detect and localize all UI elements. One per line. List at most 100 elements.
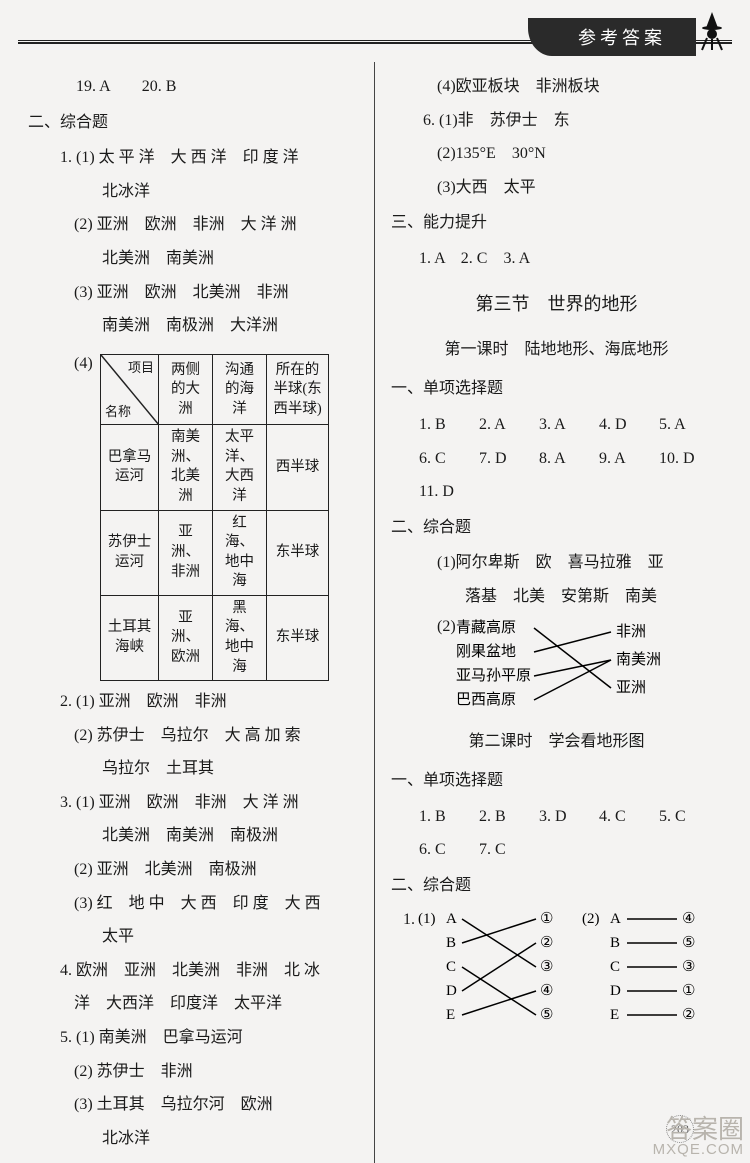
match-l3: 巴西高原 (456, 691, 516, 708)
q3-3b: 太平 (28, 922, 364, 952)
zh1-1: (1)阿尔卑斯 欧 喜马拉雅 亚 (391, 548, 722, 578)
mc-item: 7. C (479, 835, 539, 865)
cell: 东半球 (267, 595, 329, 680)
match-r0: 非洲 (616, 623, 646, 640)
zh2-heading: 二、综合题 (391, 871, 722, 901)
q1-3: (3) 亚洲 欧洲 北美洲 非洲 (28, 278, 364, 308)
q3-1: 3. (1) 亚洲 欧洲 非洲 大 洋 洲 (28, 788, 364, 818)
lesson-1-title: 第一课时 陆地地形、海底地形 (391, 335, 722, 365)
q5-3: (3) 土耳其 乌拉尔河 欧洲 (28, 1090, 364, 1120)
q2-2: (2) 苏伊士 乌拉尔 大 高 加 索 (28, 721, 364, 751)
svg-text:D: D (610, 983, 621, 999)
m2r1: ② (540, 935, 553, 951)
cell: 东半球 (267, 510, 329, 595)
matching-diagram-2a: (1) A B C D E ① ② ③ ④ ⑤ (418, 909, 578, 1034)
mc-item: 2. B (479, 802, 539, 832)
table-row: 土耳其海峡 亚洲、欧洲 黑海、地中海 东半球 (101, 595, 329, 680)
cell: 亚洲、欧洲 (159, 595, 213, 680)
zh2-qnum: 1. (403, 907, 418, 929)
mc2-row2: 6. C 7. C (391, 835, 722, 865)
p1: (1) (418, 911, 436, 927)
mc1-row1: 1. B 2. A 3. A 4. D 5. A (391, 410, 722, 440)
m2r3: ④ (540, 983, 553, 999)
mc-item: 6. C (419, 444, 479, 474)
th-3: 沟通的海洋 (213, 355, 267, 425)
m2r2: ③ (540, 959, 553, 975)
mc-item: 2. A (479, 410, 539, 440)
mc-item: 8. A (539, 444, 599, 474)
q2-1: 2. (1) 亚洲 欧洲 非洲 (28, 687, 364, 717)
cell: 西半球 (267, 425, 329, 510)
sec3-heading: 三、能力提升 (391, 208, 722, 238)
table-row: 巴拿马运河 南美洲、北美洲 太平洋、大西洋 西半球 (101, 425, 329, 510)
m2r4: ⑤ (540, 1007, 553, 1023)
q5-1: 5. (1) 南美洲 巴拿马运河 (28, 1023, 364, 1053)
mc1-heading: 一、单项选择题 (391, 374, 722, 404)
q4: 4. 欧洲 亚洲 北美洲 非洲 北 冰 (28, 956, 364, 986)
mc-item: 3. A (539, 410, 599, 440)
cell: 南美洲、北美洲 (159, 425, 213, 510)
mc-item: 4. C (599, 802, 659, 832)
th-2: 两侧的大洲 (159, 355, 213, 425)
q5-2: (2) 苏伊士 非洲 (28, 1057, 364, 1087)
mc-item: 6. C (419, 835, 479, 865)
mc-item: 3. D (539, 802, 599, 832)
q3-3: (3) 红 地 中 大 西 印 度 大 西 (28, 889, 364, 919)
mc-item: 5. A (659, 410, 719, 440)
m2b0: ④ (682, 911, 695, 927)
q4b: 洋 大西洋 印度洋 太平洋 (28, 989, 364, 1019)
cell: 太平洋、大西洋 (213, 425, 267, 510)
section-3-title: 第三节 世界的地形 (391, 288, 722, 321)
m2b1: ⑤ (682, 935, 695, 951)
page-container: 参考答案 19. A 20. B 二、综合题 1. (1) 太 平 洋 大 西 … (0, 0, 750, 1163)
p2: (2) (582, 911, 600, 927)
mc2-heading: 一、单项选择题 (391, 766, 722, 796)
svg-text:A: A (610, 911, 621, 927)
match-r2: 亚洲 (616, 680, 646, 696)
r-top-4: (3)大西 太平 (391, 173, 722, 203)
header-banner: 参考答案 (528, 18, 696, 56)
q1-2b: 北美洲 南美洲 (28, 244, 364, 274)
zh1-heading: 二、综合题 (391, 513, 722, 543)
sec3-answers: 1. A 2. C 3. A (391, 244, 722, 274)
mc-item: 11. D (419, 477, 479, 507)
m2l3: D (446, 983, 457, 999)
mc-tail: 19. A 20. B (28, 72, 364, 102)
q5-3b: 北冰洋 (28, 1124, 364, 1154)
mc-item: 7. D (479, 444, 539, 474)
q3-2: (2) 亚洲 北美洲 南极洲 (28, 855, 364, 885)
table-row: 苏伊士运河 亚洲、非洲 红海、地中海 东半球 (101, 510, 329, 595)
match-l1: 刚果盆地 (456, 643, 516, 660)
svg-text:C: C (610, 959, 620, 975)
th-4: 所在的半球(东西半球) (267, 355, 329, 425)
watermark-big: 答案圈 (653, 1116, 744, 1142)
cell: 红海、地中海 (213, 510, 267, 595)
strait-table: 项目 名称 两侧的大洲 沟通的海洋 所在的半球(东西半球) 巴拿马运河 南美洲、… (100, 354, 329, 681)
diag-top: 项目 (128, 359, 154, 377)
mc-item: 1. B (419, 802, 479, 832)
cell: 巴拿马运河 (101, 425, 159, 510)
watermark-small: MXQE.COM (653, 1142, 744, 1157)
right-column: (4)欧亚板块 非洲板块 6. (1)非 苏伊士 东 (2)135°E 30°N… (375, 62, 732, 1163)
q1-3b: 南美洲 南极洲 大洋洲 (28, 311, 364, 341)
left-column: 19. A 20. B 二、综合题 1. (1) 太 平 洋 大 西 洋 印 度… (18, 62, 375, 1163)
cell: 亚洲、非洲 (159, 510, 213, 595)
matching-diagram-2b: (2) A④ B⑤ C③ D① E② (582, 909, 722, 1034)
mc-item: 5. C (659, 802, 719, 832)
lesson-2-title: 第二课时 学会看地形图 (391, 727, 722, 757)
cell: 黑海、地中海 (213, 595, 267, 680)
watermark: 答案圈 MXQE.COM (653, 1116, 744, 1157)
match-l2: 亚马孙平原 (456, 667, 531, 684)
witch-icon (692, 10, 732, 54)
diag-bot: 名称 (105, 403, 131, 421)
m2l2: C (446, 959, 456, 975)
m2l0: A (446, 911, 457, 927)
q3-1b: 北美洲 南美洲 南极洲 (28, 821, 364, 851)
mc-item: 1. B (419, 410, 479, 440)
m2b2: ③ (682, 959, 695, 975)
q1-1b: 北冰洋 (28, 177, 364, 207)
mc-item: 10. D (659, 444, 719, 474)
r-top-1: (4)欧亚板块 非洲板块 (391, 72, 722, 102)
cell: 苏伊士运河 (101, 510, 159, 595)
r-top-3: (2)135°E 30°N (391, 139, 722, 169)
